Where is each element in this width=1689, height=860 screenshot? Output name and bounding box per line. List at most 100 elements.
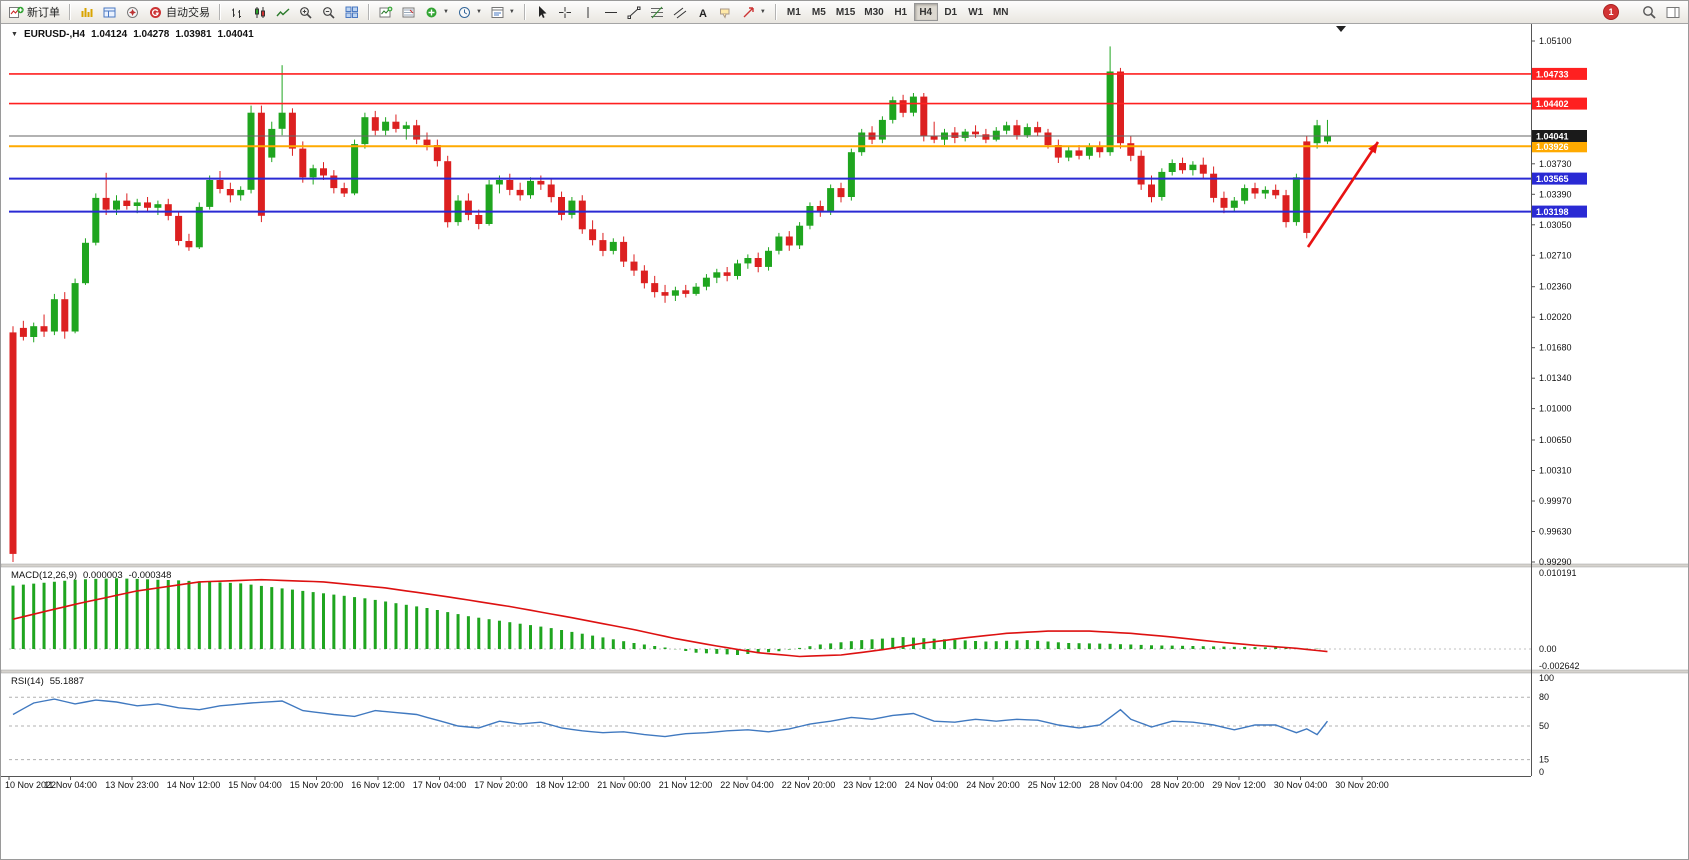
price-axis[interactable]: 1.05100 1.03730 1.03390 1.03050 1.02710 1.023… <box>1531 36 1580 777</box>
rsi-panel <box>9 696 1531 761</box>
line-chart-icon <box>276 6 290 19</box>
timeframe-button-m5[interactable]: M5 <box>807 3 831 21</box>
trendline-button[interactable] <box>623 2 645 22</box>
svg-text:1.04733: 1.04733 <box>1536 69 1569 79</box>
time-tick-label: 28 Nov 04:00 <box>1089 780 1143 790</box>
tile-windows-icon <box>345 6 359 19</box>
panel-divider[interactable] <box>1 669 1689 674</box>
timeframe-button-m15[interactable]: M15 <box>832 3 859 21</box>
text-button[interactable]: A <box>692 2 714 22</box>
annotations[interactable] <box>1306 26 1380 248</box>
trendline-icon <box>627 6 641 19</box>
arrow-shapes-button[interactable]: ▼ <box>738 2 770 22</box>
svg-text:-0.002642: -0.002642 <box>1539 661 1580 671</box>
panels-icon <box>1666 6 1680 19</box>
profiles-icon <box>402 6 416 19</box>
svg-text:1.04402: 1.04402 <box>1536 99 1569 109</box>
timeframe-button-h1[interactable]: H1 <box>889 3 913 21</box>
time-tick-label: 17 Nov 04:00 <box>413 780 467 790</box>
profiles-button[interactable] <box>398 2 420 22</box>
zoom-out-button[interactable] <box>318 2 340 22</box>
line-chart-button[interactable] <box>272 2 294 22</box>
svg-text:0.00: 0.00 <box>1539 644 1557 654</box>
market-watch-button[interactable] <box>76 2 98 22</box>
chart-ohlc-header: ▼ EURUSD-,H4 1.04124 1.04278 1.03981 1.0… <box>11 29 254 40</box>
price-tick-label: 0.99970 <box>1539 496 1572 506</box>
macd-signal-value: -0.000348 <box>128 570 172 581</box>
zoom-in-icon <box>299 6 313 19</box>
price-tags: 1.04733 1.04402 1.03926 1.03565 1.03198 1.040… <box>1532 67 1587 218</box>
zoom-in-button[interactable] <box>295 2 317 22</box>
new-chart-icon <box>379 6 393 19</box>
price-tick-label: 1.01680 <box>1539 343 1572 353</box>
horizontal-line-button[interactable] <box>600 2 622 22</box>
data-window-icon <box>103 6 117 19</box>
timeframe-button-d1[interactable]: D1 <box>939 3 963 21</box>
text-label-button[interactable] <box>715 2 737 22</box>
search-button[interactable] <box>1638 2 1661 22</box>
market-watch-icon <box>80 6 94 19</box>
toolbar-separator <box>368 4 370 20</box>
new-chart-button[interactable] <box>375 2 397 22</box>
periods-clock-icon <box>458 6 472 19</box>
vertical-line-icon <box>581 6 595 19</box>
crosshair-button[interactable] <box>554 2 576 22</box>
toolbar: 新订单 自动交易 ▼ ▼ ▼ A ▼ M1 M5 <box>1 1 1688 24</box>
time-tick-label: 23 Nov 12:00 <box>843 780 897 790</box>
toolbar-separator <box>219 4 221 20</box>
cursor-button[interactable] <box>531 2 553 22</box>
text-label-icon <box>719 6 733 19</box>
trend-arrow-annotation[interactable] <box>1306 141 1380 248</box>
time-tick-label: 15 Nov 04:00 <box>228 780 282 790</box>
chart-end-marker-icon <box>1336 26 1346 32</box>
channel-icon <box>673 6 687 19</box>
price-tick-label: 1.05100 <box>1539 36 1572 46</box>
templates-button[interactable]: ▼ <box>487 2 519 22</box>
candles-series <box>9 46 1331 562</box>
vertical-line-button[interactable] <box>577 2 599 22</box>
timeframe-button-w1[interactable]: W1 <box>964 3 988 21</box>
new-order-button[interactable]: 新订单 <box>5 2 64 22</box>
autotrading-button[interactable]: 自动交易 <box>145 2 214 22</box>
timeframe-button-h4[interactable]: H4 <box>913 3 938 21</box>
svg-text:15: 15 <box>1539 755 1549 765</box>
notification-badge[interactable]: 1 <box>1603 4 1619 20</box>
price-tick-label: 1.02020 <box>1539 312 1572 322</box>
toolbar-separator <box>523 4 526 20</box>
panels-button[interactable] <box>1662 2 1684 22</box>
time-tick-label: 30 Nov 04:00 <box>1274 780 1328 790</box>
timeframe-button-mn[interactable]: MN <box>989 3 1013 21</box>
rsi-value: 55.1887 <box>49 676 85 687</box>
time-tick-label: 14 Nov 12:00 <box>167 780 221 790</box>
candlestick-chart-button[interactable] <box>249 2 271 22</box>
periods-button[interactable]: ▼ <box>454 2 486 22</box>
low-value: 1.03981 <box>175 29 212 40</box>
zoom-out-icon <box>322 6 336 19</box>
price-tick-label: 0.99290 <box>1539 557 1572 567</box>
time-tick-label: 24 Nov 04:00 <box>905 780 959 790</box>
svg-text:1.03198: 1.03198 <box>1536 207 1569 217</box>
channel-button[interactable] <box>669 2 691 22</box>
time-tick-label: 28 Nov 20:00 <box>1151 780 1205 790</box>
tile-windows-button[interactable] <box>341 2 363 22</box>
add-indicator-button[interactable]: ▼ <box>421 2 453 22</box>
timeframe-button-m30[interactable]: M30 <box>860 3 887 21</box>
timeframe-button-m1[interactable]: M1 <box>782 3 806 21</box>
macd-main-value: 0.000003 <box>83 570 123 581</box>
panel-divider[interactable] <box>1 563 1689 568</box>
chevron-down-icon: ▼ <box>443 9 449 15</box>
open-value: 1.04124 <box>91 29 128 40</box>
navigator-button[interactable] <box>122 2 144 22</box>
horizontal-levels[interactable] <box>9 73 1531 213</box>
fibonacci-button[interactable] <box>646 2 668 22</box>
symbol-dropdown-icon: ▼ <box>11 31 18 38</box>
high-value: 1.04278 <box>133 29 170 40</box>
candlestick-chart-icon <box>253 6 267 19</box>
bar-chart-button[interactable] <box>226 2 248 22</box>
time-tick-label: 11 Nov 04:00 <box>44 780 97 790</box>
data-window-button[interactable] <box>99 2 121 22</box>
fibonacci-icon <box>650 6 664 19</box>
text-icon: A <box>696 6 710 19</box>
